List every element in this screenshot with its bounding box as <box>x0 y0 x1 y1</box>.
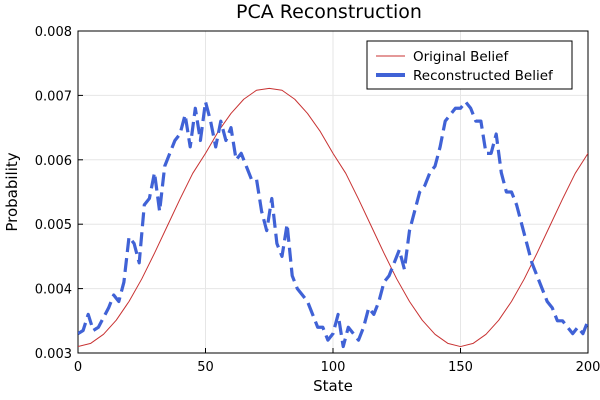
series-line-reconstructed-belief <box>78 100 588 349</box>
legend-label-original-belief: Original Belief <box>413 49 509 65</box>
series-layer <box>78 87 588 349</box>
y-tick-label: 0.006 <box>35 154 72 169</box>
legend: Original Belief Reconstructed Belief <box>366 40 573 90</box>
x-tick-label: 50 <box>197 360 214 375</box>
legend-box <box>366 40 573 90</box>
x-axis-label: State <box>313 377 353 395</box>
y-tick-label: 0.005 <box>35 218 72 233</box>
y-tick-label: 0.007 <box>35 89 72 104</box>
y-tick-label: 0.008 <box>35 25 72 40</box>
legend-label-reconstructed-belief: Reconstructed Belief <box>413 68 554 84</box>
x-tick-label: 100 <box>321 360 346 375</box>
y-axis-label: Probability <box>3 152 21 231</box>
x-tick-label: 150 <box>448 360 473 375</box>
x-tick-label: 200 <box>576 360 600 375</box>
series-line-original-belief <box>78 87 588 348</box>
chart-title: PCA Reconstruction <box>236 1 422 23</box>
y-tick-label: 0.003 <box>35 347 72 362</box>
x-tick-label: 0 <box>74 360 82 375</box>
y-tick-label: 0.004 <box>35 283 72 298</box>
axis-ticks: 0 50 100 150 200 0.003 0.004 0.005 0.006 0.007 0.0… <box>35 25 600 375</box>
